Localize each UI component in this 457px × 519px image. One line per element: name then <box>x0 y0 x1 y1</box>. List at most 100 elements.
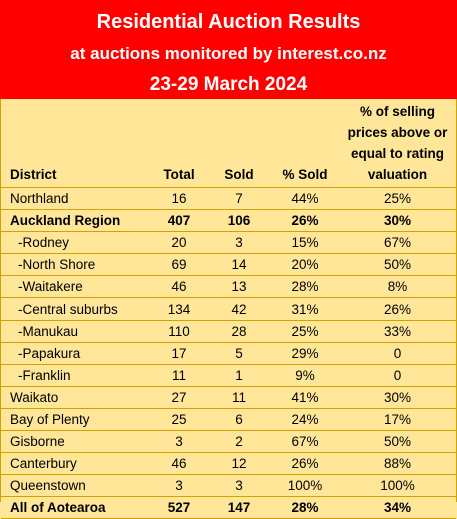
column-header-pct-sold: % Sold <box>282 167 328 182</box>
cell-pct-sold: 9% <box>271 363 339 387</box>
cell-pct-above-rv: 30% <box>339 209 456 232</box>
column-header-total: Total <box>163 167 195 182</box>
table-row: Gisborne 3 2 67% 50% <box>1 430 456 453</box>
cell-pct-above-rv: 0 <box>339 363 456 387</box>
cell-pct-above-rv: 67% <box>339 231 456 254</box>
cell-sold: 12 <box>207 452 271 475</box>
cell-pct-above-rv: 17% <box>339 407 456 431</box>
table-body: Northland 16 7 44% 25% Auckland Region 407 106 2… <box>1 186 456 519</box>
cell-total: 69 <box>151 253 207 276</box>
cell-pct-sold: 26% <box>271 452 339 475</box>
cell-total: 134 <box>151 297 207 321</box>
cell-pct-sold: 67% <box>271 430 339 453</box>
cell-sold: 13 <box>207 275 271 298</box>
cell-total: 46 <box>151 452 207 475</box>
cell-sold: 147 <box>207 496 271 519</box>
cell-district: -Central suburbs <box>1 297 151 321</box>
header-banner: Residential Auction Results at auctions … <box>0 0 457 99</box>
cell-district: -North Shore <box>1 253 151 276</box>
cell-pct-above-rv: 33% <box>339 319 456 343</box>
cell-pct-sold: 26% <box>271 209 339 232</box>
cell-sold: 42 <box>207 297 271 321</box>
cell-total: 110 <box>151 319 207 343</box>
cell-sold: 3 <box>207 231 271 254</box>
cell-total: 16 <box>151 186 207 210</box>
cell-district: -Waitakere <box>1 275 151 298</box>
cell-sold: 1 <box>207 363 271 387</box>
cell-sold: 106 <box>207 209 271 232</box>
cell-pct-sold: 28% <box>271 275 339 298</box>
table-row: -Rodney 20 3 15% 67% <box>1 231 456 254</box>
cell-district: All of Aotearoa <box>1 496 151 519</box>
cell-district: Auckland Region <box>1 209 151 232</box>
page-title: Residential Auction Results <box>96 11 361 33</box>
column-header-sold: Sold <box>224 167 254 182</box>
cell-total: 3 <box>151 430 207 453</box>
cell-pct-sold: 31% <box>271 297 339 321</box>
results-table-container: District Total Sold % Sold % of selling … <box>0 99 457 519</box>
cell-district: -Manukau <box>1 319 151 343</box>
table-row: -Franklin 11 1 9% 0 <box>1 363 456 387</box>
cell-district: -Rodney <box>1 231 151 254</box>
cell-sold: 5 <box>207 341 271 365</box>
cell-pct-above-rv: 8% <box>339 275 456 298</box>
cell-pct-sold: 29% <box>271 341 339 365</box>
cell-district: Bay of Plenty <box>1 407 151 431</box>
cell-pct-above-rv: 50% <box>339 430 456 453</box>
cell-total: 527 <box>151 496 207 519</box>
cell-pct-sold: 41% <box>271 385 339 409</box>
cell-sold: 2 <box>207 430 271 453</box>
page-subtitle: at auctions monitored by interest.co.nz <box>70 44 387 63</box>
cell-pct-above-rv: 88% <box>339 452 456 475</box>
cell-pct-above-rv: 25% <box>339 186 456 210</box>
cell-pct-above-rv: 100% <box>339 474 456 497</box>
cell-district: Gisborne <box>1 430 151 453</box>
cell-district: -Franklin <box>1 363 151 387</box>
date-range: 23-29 March 2024 <box>149 74 308 95</box>
table-row: -Central suburbs 134 42 31% 26% <box>1 297 456 321</box>
cell-district: Queenstown <box>1 474 151 497</box>
cell-pct-sold: 24% <box>271 407 339 431</box>
cell-pct-above-rv: 26% <box>339 297 456 321</box>
table-row: -Papakura 17 5 29% 0 <box>1 341 456 365</box>
column-header-district: District <box>10 167 57 182</box>
cell-pct-sold: 100% <box>271 474 339 497</box>
cell-pct-sold: 15% <box>271 231 339 254</box>
cell-total: 17 <box>151 341 207 365</box>
table-row: Auckland Region 407 106 26% 30% <box>1 209 456 232</box>
table-row: Northland 16 7 44% 25% <box>1 186 456 210</box>
cell-total: 46 <box>151 275 207 298</box>
cell-sold: 11 <box>207 385 271 409</box>
cell-total: 11 <box>151 363 207 387</box>
cell-pct-above-rv: 30% <box>339 385 456 409</box>
cell-pct-sold: 20% <box>271 253 339 276</box>
table-row: All of Aotearoa 527 147 28% 34% <box>1 496 456 519</box>
cell-sold: 3 <box>207 474 271 497</box>
cell-district: Waikato <box>1 385 151 409</box>
cell-pct-sold: 25% <box>271 319 339 343</box>
table-row: -Manukau 110 28 25% 33% <box>1 319 456 343</box>
cell-district: Canterbury <box>1 452 151 475</box>
cell-sold: 28 <box>207 319 271 343</box>
cell-pct-sold: 28% <box>271 496 339 519</box>
cell-pct-above-rv: 50% <box>339 253 456 276</box>
table-row: -Waitakere 46 13 28% 8% <box>1 275 456 298</box>
cell-sold: 14 <box>207 253 271 276</box>
cell-total: 3 <box>151 474 207 497</box>
cell-total: 407 <box>151 209 207 232</box>
cell-total: 20 <box>151 231 207 254</box>
table-row: Bay of Plenty 25 6 24% 17% <box>1 407 456 431</box>
table-row: Waikato 27 11 41% 30% <box>1 385 456 409</box>
cell-total: 27 <box>151 385 207 409</box>
table-header-row: District Total Sold % Sold % of selling … <box>1 99 456 188</box>
column-header-pct-above-rv: % of selling prices above or equal to ra… <box>347 104 448 182</box>
cell-total: 25 <box>151 407 207 431</box>
cell-district: -Papakura <box>1 341 151 365</box>
table-row: -North Shore 69 14 20% 50% <box>1 253 456 276</box>
cell-pct-sold: 44% <box>271 186 339 210</box>
cell-district: Northland <box>1 186 151 210</box>
cell-sold: 6 <box>207 407 271 431</box>
cell-pct-above-rv: 34% <box>339 496 456 519</box>
results-table: District Total Sold % Sold % of selling … <box>1 99 456 519</box>
